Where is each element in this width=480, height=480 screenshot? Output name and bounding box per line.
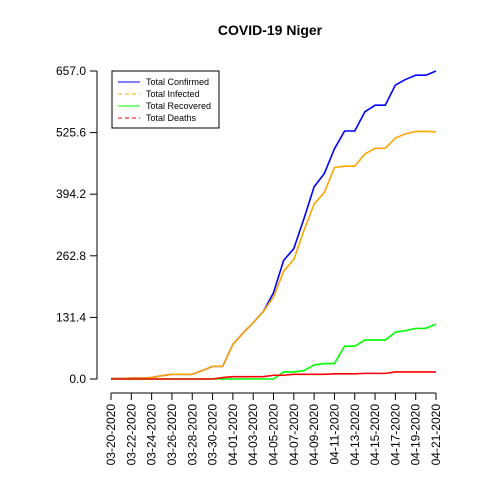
x-tick-label: 04-03-2020 [246, 404, 260, 466]
x-tick-label: 03-30-2020 [206, 404, 220, 466]
chart-title: COVID-19 Niger [218, 22, 323, 38]
series-line-3 [111, 323, 437, 380]
legend-label: Total Recovered [146, 101, 211, 111]
x-axis: 03-20-2020 03-22-2020 03-24-2020 03-26-2020… [104, 392, 443, 466]
x-tick-label: 04-17-2020 [388, 404, 402, 466]
x-tick-label: 03-24-2020 [145, 404, 159, 466]
x-tick-label: 04-07-2020 [287, 404, 301, 466]
x-tick-label: 04-15-2020 [368, 404, 382, 466]
x-tick-label: 03-28-2020 [185, 404, 199, 466]
x-tick-label: 04-11-2020 [327, 404, 341, 465]
y-tick-label: 262.8 [56, 249, 86, 263]
x-tick-label: 04-01-2020 [226, 404, 240, 466]
x-tick-label: 03-22-2020 [124, 404, 138, 466]
y-tick-label: 525.6 [56, 126, 86, 140]
plot-lines [111, 70, 437, 380]
x-tick-label: 04-19-2020 [409, 404, 423, 466]
x-tick-label: 03-20-2020 [104, 404, 118, 466]
x-tick-label: 04-21-2020 [429, 404, 443, 466]
legend-label: Total Infected [146, 89, 200, 99]
x-tick-label: 04-05-2020 [267, 404, 281, 466]
x-tick-label: 04-09-2020 [307, 404, 321, 466]
y-tick-label: 131.4 [56, 310, 86, 324]
x-tick-label: 04-13-2020 [348, 404, 362, 466]
y-tick-label: 394.2 [56, 187, 86, 201]
y-tick-label: 657.0 [56, 64, 86, 78]
y-axis: 0.0 131.4 262.8 394.2 525.6 657.0 [56, 64, 98, 386]
x-tick-label: 03-26-2020 [165, 404, 179, 466]
legend-box [111, 70, 220, 129]
legend-label: Total Deaths [146, 113, 197, 123]
legend: Total Confirmed Total Infected Total Recov… [111, 70, 220, 129]
y-tick-label: 0.0 [69, 372, 86, 386]
series-line-4 [111, 371, 436, 380]
series-line-2 [111, 130, 437, 380]
legend-label: Total Confirmed [146, 77, 209, 87]
